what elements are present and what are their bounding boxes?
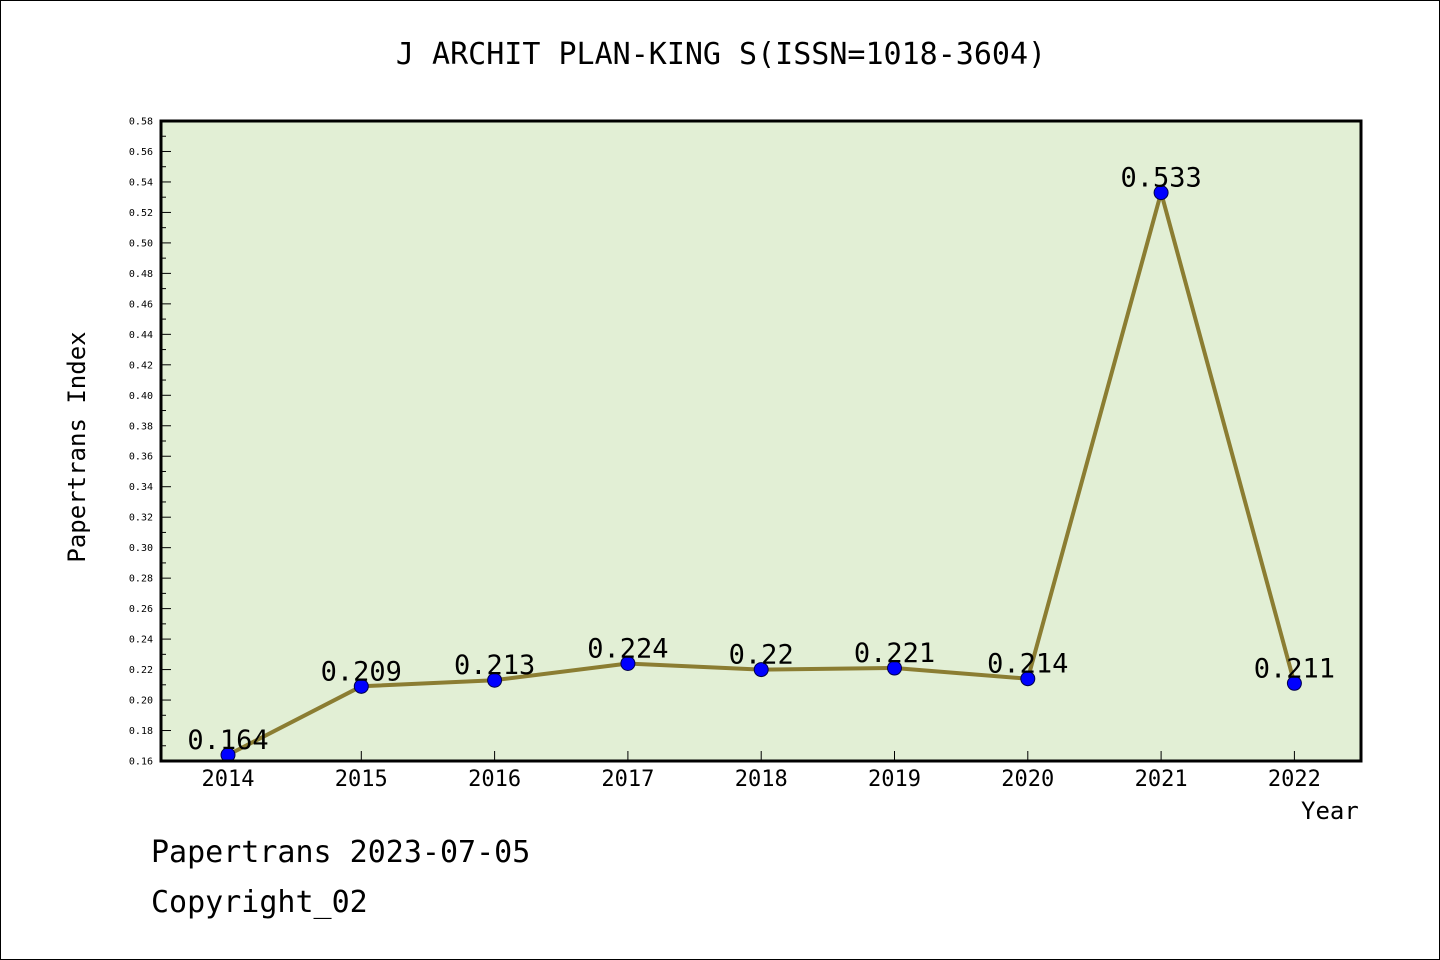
x-tick-label: 2018 — [735, 767, 788, 792]
data-point — [353, 678, 369, 694]
data-label: 0.221 — [854, 638, 935, 669]
y-tick-label: 0.38 — [129, 421, 153, 432]
x-tick-label: 2017 — [601, 767, 654, 792]
data-point — [887, 660, 902, 676]
data-label: 0.164 — [187, 725, 268, 756]
data-point — [487, 672, 503, 688]
data-label: 0.22 — [729, 640, 794, 671]
data-label: 0.211 — [1254, 653, 1335, 684]
y-tick-label: 0.18 — [129, 726, 153, 737]
y-tick-label: 0.36 — [129, 452, 153, 463]
footer-copyright: Copyright_02 — [151, 885, 368, 920]
x-tick-label: 2021 — [1135, 767, 1188, 792]
y-tick-label: 0.28 — [129, 574, 153, 585]
y-tick-label: 0.22 — [129, 665, 153, 676]
data-label: 0.533 — [1120, 163, 1201, 194]
data-point — [1286, 675, 1302, 691]
y-tick-label: 0.56 — [129, 147, 153, 158]
data-label: 0.224 — [587, 633, 668, 664]
plot-border — [159, 119, 1363, 763]
x-tick-label: 2016 — [468, 767, 521, 792]
y-tick-label: 0.26 — [129, 604, 153, 615]
data-point — [1153, 185, 1169, 201]
y-tick-label: 0.42 — [129, 360, 153, 371]
y-tick-label: 0.32 — [129, 513, 153, 524]
y-tick-label: 0.48 — [129, 269, 153, 280]
data-label: 0.214 — [987, 649, 1068, 680]
y-tick-label: 0.50 — [129, 238, 153, 249]
y-tick-label: 0.40 — [129, 391, 153, 402]
y-tick-label: 0.52 — [129, 208, 153, 219]
data-label: 0.213 — [454, 650, 535, 681]
x-axis-label: Year — [1301, 797, 1359, 825]
data-point — [620, 655, 636, 671]
y-tick-label: 0.58 — [129, 117, 153, 128]
y-tick-label: 0.54 — [129, 177, 153, 188]
x-tick-label: 2020 — [1001, 767, 1054, 792]
data-point — [1020, 671, 1036, 687]
x-tick-label: 2015 — [335, 767, 388, 792]
data-label: 0.209 — [321, 656, 402, 687]
y-tick-label: 0.30 — [129, 543, 153, 554]
x-tick-label: 2019 — [868, 767, 921, 792]
x-tick-label: 2022 — [1268, 767, 1321, 792]
y-tick-label: 0.34 — [129, 482, 153, 493]
y-tick-label: 0.46 — [129, 299, 153, 310]
y-tick-label: 0.20 — [129, 696, 153, 707]
y-tick-label: 0.44 — [129, 330, 153, 341]
y-tick-label: 0.16 — [129, 757, 153, 768]
chart-title: J ARCHIT PLAN-KING S(ISSN=1018-3604) — [395, 37, 1047, 72]
x-tick-label: 2014 — [202, 767, 255, 792]
y-tick-label: 0.24 — [129, 635, 153, 646]
footer-date: Papertrans 2023-07-05 — [151, 835, 531, 870]
data-point — [753, 662, 769, 678]
plot-area — [161, 121, 1361, 761]
